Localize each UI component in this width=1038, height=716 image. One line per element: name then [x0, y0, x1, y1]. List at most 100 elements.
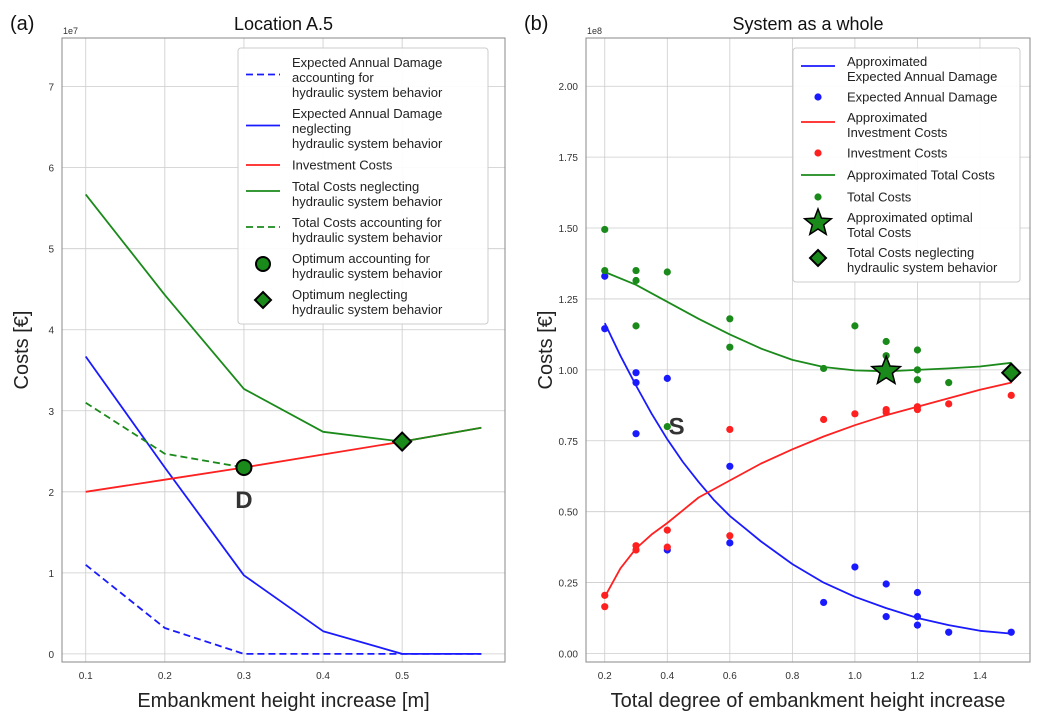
annotation-label: S	[669, 414, 685, 441]
y-tick-label: 3	[48, 407, 54, 418]
chart-title: System as a whole	[732, 14, 883, 34]
y-tick-label: 1.50	[559, 224, 579, 235]
data-point	[913, 621, 922, 629]
data-point	[820, 415, 828, 424]
panel-b-system-as-a-whole: (b) System as a whole 0.2 0.4 0.6 0.8 1.0 1.2 1.…	[524, 13, 1031, 712]
y-tick-label: 4	[48, 326, 54, 337]
x-tick-label: 1.2	[910, 671, 924, 682]
panel-label: (a)	[10, 13, 34, 35]
data-point	[726, 425, 734, 434]
y-tick-label: 1.75	[559, 153, 579, 164]
legend-label: hydraulic system behavior	[292, 230, 443, 245]
x-axis-label: Total degree of embankment height increa…	[611, 690, 1006, 712]
y-tick-label: 0.50	[559, 508, 579, 519]
data-point	[820, 598, 828, 607]
legend-box	[237, 47, 489, 325]
y-tick-label: 2	[48, 488, 54, 499]
legend-dot-swatch	[814, 149, 822, 157]
legend-label: Investment Costs	[847, 146, 948, 161]
y-tick-label: 1.25	[559, 295, 579, 306]
legend-label: hydraulic system behavior	[847, 260, 998, 275]
legend-label: Approximated Total Costs	[847, 168, 995, 183]
annotation-label: D	[235, 487, 252, 514]
x-tick-label: 0.8	[785, 671, 799, 682]
series-line	[85, 564, 482, 655]
optimum-marker	[869, 354, 903, 386]
legend-entry: Expected Annual Damageneglectinghydrauli…	[246, 106, 443, 151]
legend-label: Optimum accounting for	[292, 251, 431, 266]
x-tick-label: 0.2	[158, 671, 172, 682]
legend-marker-swatch	[802, 206, 834, 236]
legend-label: Expected Annual Damage	[847, 69, 997, 84]
y-axis-label: Costs [€]	[11, 311, 33, 390]
data-point	[663, 422, 671, 431]
x-axis-label: Embankment height increase [m]	[137, 690, 429, 712]
legend-entry: Expected Annual Damage	[814, 90, 997, 105]
data-point	[632, 322, 640, 330]
data-point	[601, 325, 609, 333]
legend-entry: Total Costs	[814, 190, 912, 205]
legend-label: Approximated	[847, 110, 927, 125]
optimum-marker	[391, 431, 413, 452]
y-exponent-label: 1e7	[63, 26, 78, 36]
data-point	[851, 322, 859, 330]
data-point	[913, 346, 922, 354]
optimum-marker	[1000, 362, 1022, 384]
legend-entry: Approximated Total Costs	[801, 168, 995, 183]
data-point	[632, 430, 640, 438]
legend-label: hydraulic system behavior	[292, 266, 443, 281]
data-point	[1007, 391, 1015, 399]
legend-label: Total Costs neglecting	[292, 179, 419, 194]
data-point	[1007, 628, 1015, 636]
data-point	[882, 580, 890, 588]
legend-marker-swatch	[808, 248, 828, 268]
x-tick-label: 1.0	[848, 671, 862, 682]
legend-label: neglecting	[292, 121, 351, 136]
series-line	[604, 271, 1012, 373]
y-tick-label: 0.00	[559, 649, 579, 660]
data-point	[601, 266, 609, 275]
legend-entry: Investment Costs	[814, 146, 948, 161]
data-point	[945, 400, 953, 408]
data-point	[601, 225, 609, 234]
legend-label: Expected Annual Damage	[292, 106, 442, 121]
data-point	[851, 410, 859, 418]
data-point	[913, 588, 922, 597]
data-point	[820, 364, 828, 373]
legend-label: Total Costs accounting for	[292, 215, 442, 230]
data-point	[663, 526, 671, 534]
y-tick-label: 0.75	[559, 437, 579, 448]
legend-label: Investment Costs	[847, 125, 948, 140]
data-point	[882, 337, 890, 346]
legend-label: Total Costs	[847, 225, 912, 240]
y-tick-label: 1.00	[559, 366, 579, 377]
chart-title: Location A.5	[234, 14, 333, 34]
data-point	[632, 546, 640, 554]
legend-label: hydraulic system behavior	[292, 136, 443, 151]
legend-dot-swatch	[814, 93, 822, 101]
legend-label: Investment Costs	[292, 158, 393, 173]
legend-label: hydraulic system behavior	[292, 85, 443, 100]
data-point	[726, 315, 734, 323]
series-line	[85, 401, 245, 469]
data-point	[726, 343, 734, 351]
legend-label: Optimum neglecting	[292, 287, 408, 302]
data-point	[945, 379, 953, 387]
legend-label: accounting for	[292, 70, 374, 85]
data-point	[882, 613, 890, 621]
y-tick-label: 0	[48, 650, 54, 661]
data-point	[913, 376, 922, 384]
data-point	[945, 628, 953, 636]
data-point	[632, 276, 640, 285]
y-tick-label: 6	[48, 164, 54, 175]
optimum-marker	[235, 459, 253, 477]
data-point	[882, 408, 890, 416]
series-line	[84, 193, 482, 443]
legend-label: Approximated	[847, 54, 927, 69]
data-point	[663, 543, 671, 551]
